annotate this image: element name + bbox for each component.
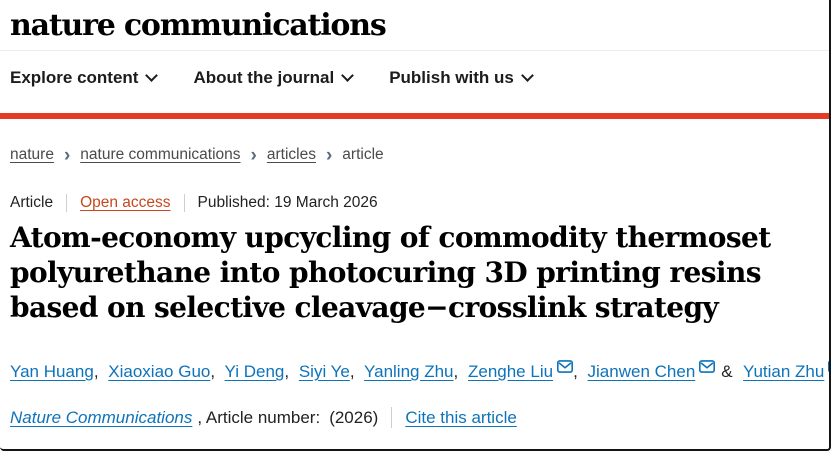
citation-row: Nature Communications , Article number: … [10, 407, 819, 428]
title-line: Atom-economy upcycling of commodity ther… [10, 221, 771, 254]
author-ampersand: & [721, 362, 733, 381]
author-link[interactable]: Yi Deng [224, 362, 285, 381]
divider [391, 407, 393, 428]
author-link[interactable]: Xiaoxiao Guo [108, 362, 211, 381]
author-link[interactable]: Zenghe Liu [467, 362, 554, 381]
brand-accent-bar [0, 113, 829, 119]
open-access-link[interactable]: Open access [80, 194, 171, 211]
breadcrumb-link-articles[interactable]: articles [266, 146, 316, 163]
author-link[interactable]: Yutian Zhu [743, 362, 825, 381]
author-separator: , [210, 362, 216, 381]
masthead: nature communications [0, 0, 829, 51]
main-navigation: Explore content About the journal Publis… [0, 51, 829, 113]
nav-item-about-the-journal[interactable]: About the journal [193, 68, 355, 88]
author-separator: , [284, 362, 290, 381]
breadcrumb-separator-icon: › [250, 144, 257, 166]
nav-item-label: About the journal [193, 68, 335, 87]
published-date: Published: 19 March 2026 [197, 194, 378, 211]
article-number-label: , Article number: [197, 407, 321, 427]
title-line: based on selective cleavage−crosslink st… [10, 291, 719, 324]
article-number-value: (2026) [329, 407, 379, 427]
author-separator: , [573, 362, 578, 381]
chevron-down-icon [520, 69, 534, 82]
journal-logo[interactable]: nature communications [10, 7, 387, 43]
cite-this-article-link[interactable]: Cite this article [405, 407, 517, 427]
author-link[interactable]: Yanling Zhu [364, 362, 454, 381]
nav-item-explore-content[interactable]: Explore content [10, 68, 159, 88]
nav-item-label: Publish with us [389, 68, 514, 87]
author-separator: , [453, 362, 459, 381]
breadcrumb-separator-icon: › [325, 144, 333, 166]
breadcrumb-link-nature[interactable]: nature [10, 146, 54, 163]
article-type-label: Article [10, 194, 54, 211]
breadcrumb-separator-icon: › [63, 144, 71, 166]
breadcrumb: nature › nature communications › article… [10, 144, 819, 166]
title-line: polyurethane into photocuring 3D printin… [10, 256, 761, 289]
breadcrumb-current-article: article [342, 146, 384, 163]
chevron-down-icon [341, 69, 355, 82]
journal-link[interactable]: Nature Communications [10, 407, 193, 427]
article-title: Atom-economy upcycling of commodity ther… [10, 220, 819, 325]
authors-list: Yan Huang, Xiaoxiao Guo, Yi Deng, Siyi Y… [10, 360, 829, 382]
author-separator: , [93, 362, 99, 381]
nav-item-label: Explore content [10, 68, 139, 87]
divider [66, 194, 68, 212]
author-link[interactable]: Siyi Ye [298, 362, 350, 381]
breadcrumb-link-nature-communications[interactable]: nature communications [80, 146, 241, 163]
email-icon[interactable] [557, 358, 574, 378]
author-link[interactable]: Jianwen Chen [587, 362, 696, 381]
article-meta-row: Article Open access Published: 19 March … [10, 194, 819, 212]
email-icon[interactable] [699, 358, 716, 378]
author-link[interactable]: Yan Huang [10, 362, 94, 381]
chevron-down-icon [145, 69, 159, 82]
nav-item-publish-with-us[interactable]: Publish with us [389, 68, 534, 88]
author-separator: , [349, 362, 355, 381]
divider [183, 194, 185, 212]
